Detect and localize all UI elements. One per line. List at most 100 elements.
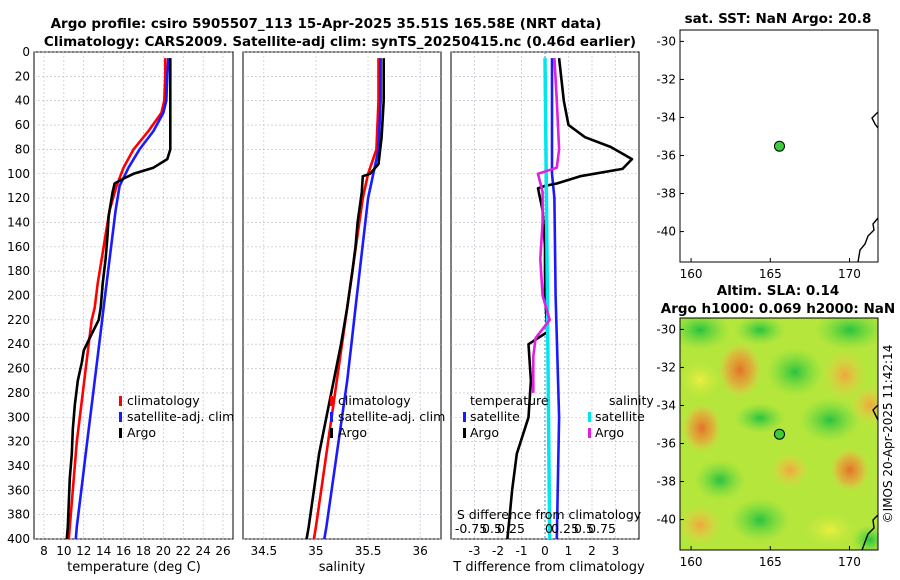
- y-tick-label: 260: [7, 362, 30, 376]
- x-tick-label: 1: [565, 544, 573, 558]
- s-difference-tick-label: 0.25: [497, 521, 525, 536]
- argo-float-marker: [773, 428, 785, 440]
- legend-swatch-argo: [330, 428, 333, 438]
- sla-blob: [680, 505, 722, 545]
- y-tick-label: 300: [7, 410, 30, 424]
- s-difference-ticks: -0.750.50.25 00.250.50.75: [455, 521, 616, 536]
- sla-blob: [730, 498, 790, 542]
- map-y-tick-label: -32: [656, 72, 676, 86]
- map-y-tick-label: -30: [656, 34, 676, 48]
- y-tick-label: 180: [7, 264, 30, 278]
- legend-label-s-argo: Argo: [595, 425, 624, 440]
- series-line-climatology: [67, 58, 167, 540]
- s-difference-tick-label: 0.5: [574, 521, 594, 536]
- s-difference-tick-label: 0.75: [588, 521, 616, 536]
- s-difference-label: S difference from climatology: [457, 507, 642, 522]
- x-tick-label: 2: [588, 544, 596, 558]
- series-line-satellite-adj-clim: [74, 58, 170, 540]
- sla-blob: [850, 385, 878, 425]
- x-tick-label: 36: [413, 544, 428, 558]
- map-x-tick-label: 165: [759, 555, 782, 569]
- sla-blob: [767, 348, 823, 396]
- y-tick-label: 40: [15, 94, 30, 108]
- series-line-argo: [65, 58, 172, 540]
- legend-swatch-satellite: [330, 412, 333, 422]
- figure-title-line1: Argo profile: csiro 5905507_113 15-Apr-2…: [51, 16, 602, 32]
- sla-coastline-lower: [861, 514, 879, 551]
- legend-swatch-climatology: [330, 396, 333, 406]
- map-x-tick-label: 165: [759, 267, 782, 281]
- sla-map-plot: 160 165 170 -30 -32 -34 -36 -38 -40: [656, 322, 861, 569]
- y-tick-label: 200: [7, 289, 30, 303]
- sla-blob: [735, 318, 785, 345]
- legend-label-argo: Argo: [127, 425, 156, 440]
- sla-blob: [735, 403, 785, 433]
- argo-float-marker: [773, 140, 785, 152]
- salinity-xlabel: salinity: [319, 560, 366, 575]
- x-tick-label: 3: [612, 544, 620, 558]
- sla-blob: [770, 452, 810, 488]
- s-difference-tick-label: 0: [545, 521, 553, 536]
- legend-label-satellite: satellite-adj. clim: [127, 409, 234, 424]
- y-tick-label: 400: [7, 532, 30, 546]
- series-line-t-argo: [506, 57, 634, 540]
- sla-blob: [800, 398, 860, 442]
- x-tick-label: 35.5: [355, 544, 382, 558]
- sla-blob: [695, 460, 745, 500]
- y-tick-label: 0: [22, 45, 30, 59]
- map-x-tick-label: 160: [680, 555, 703, 569]
- x-tick-label: 8: [40, 544, 48, 558]
- map-y-tick-label: -38: [656, 187, 676, 201]
- legend-label-t-argo: Argo: [470, 425, 499, 440]
- y-tick-label: 220: [7, 313, 30, 327]
- y-tick-label: 140: [7, 215, 30, 229]
- map-y-tick-label: -40: [656, 513, 676, 527]
- sla-map-panel: [679, 317, 879, 551]
- sla-blob: [680, 360, 722, 400]
- sla-coastline-upper: [872, 404, 879, 421]
- legend-label-climatology: climatology: [338, 393, 411, 408]
- x-tick-label: -2: [492, 544, 504, 558]
- sla-blob: [682, 403, 722, 453]
- y-tick-label: 240: [7, 337, 30, 351]
- legend-swatch-argo: [119, 428, 122, 438]
- series-line-t-satellite: [550, 58, 561, 540]
- x-tick-label: 22: [176, 544, 191, 558]
- y-tick-label: 380: [7, 508, 30, 522]
- y-tick-label: 120: [7, 191, 30, 205]
- legend-title-temperature: temperature: [470, 393, 549, 408]
- sst-coastline-upper: [871, 111, 879, 129]
- difference-xlabel: T difference from climatology: [452, 560, 645, 575]
- map-y-tick-label: -38: [656, 475, 676, 489]
- y-tick-label: 100: [7, 167, 30, 181]
- x-tick-label: 34.5: [250, 544, 277, 558]
- map-y-tick-label: -34: [656, 110, 676, 124]
- x-tick-label: 26: [215, 544, 230, 558]
- sst-map-plot: 160 165 170 -30 -32 -34 -36 -38 -40: [656, 34, 861, 281]
- x-tick-label: 35: [308, 544, 323, 558]
- map-y-tick-label: -34: [656, 398, 676, 412]
- s-difference-tick-label: 0.5: [482, 521, 502, 536]
- sst-map-panel: [679, 29, 879, 263]
- sla-blob: [802, 512, 858, 548]
- y-tick-label: 20: [15, 69, 30, 83]
- map-y-tick-label: -32: [656, 360, 676, 374]
- series-line-s-argo: [531, 58, 561, 393]
- series-line-satellite-adj-clim: [323, 58, 382, 540]
- sla-blob: [830, 448, 870, 492]
- legend-label-argo: Argo: [338, 425, 367, 440]
- series-line-climatology: [312, 58, 380, 540]
- sla-blob: [718, 342, 762, 398]
- salinity-legend: climatology satellite-adj. clim Argo: [330, 393, 445, 440]
- y-tick-label: 320: [7, 435, 30, 449]
- legend-swatch-satellite: [119, 412, 122, 422]
- map-y-tick-label: -30: [656, 322, 676, 336]
- series-line-argo: [305, 58, 386, 540]
- x-tick-label: 0: [541, 544, 549, 558]
- y-tick-label: 60: [15, 118, 30, 132]
- y-tick-label: 340: [7, 459, 30, 473]
- y-tick-label: 80: [15, 142, 30, 156]
- x-tick-label: 24: [196, 544, 211, 558]
- legend-swatch-t-satellite: [463, 412, 466, 422]
- legend-label-climatology: climatology: [127, 393, 200, 408]
